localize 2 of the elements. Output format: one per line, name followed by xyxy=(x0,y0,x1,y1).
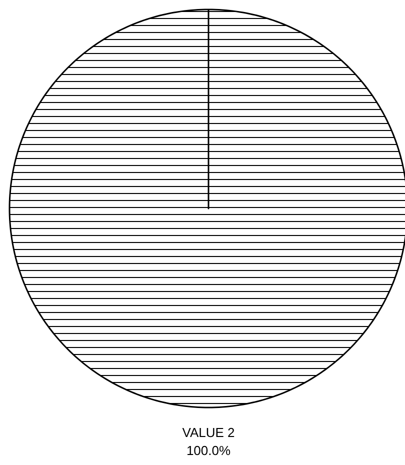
slice-label: VALUE 2 xyxy=(182,425,235,440)
data-label: 100.0% xyxy=(186,443,231,458)
